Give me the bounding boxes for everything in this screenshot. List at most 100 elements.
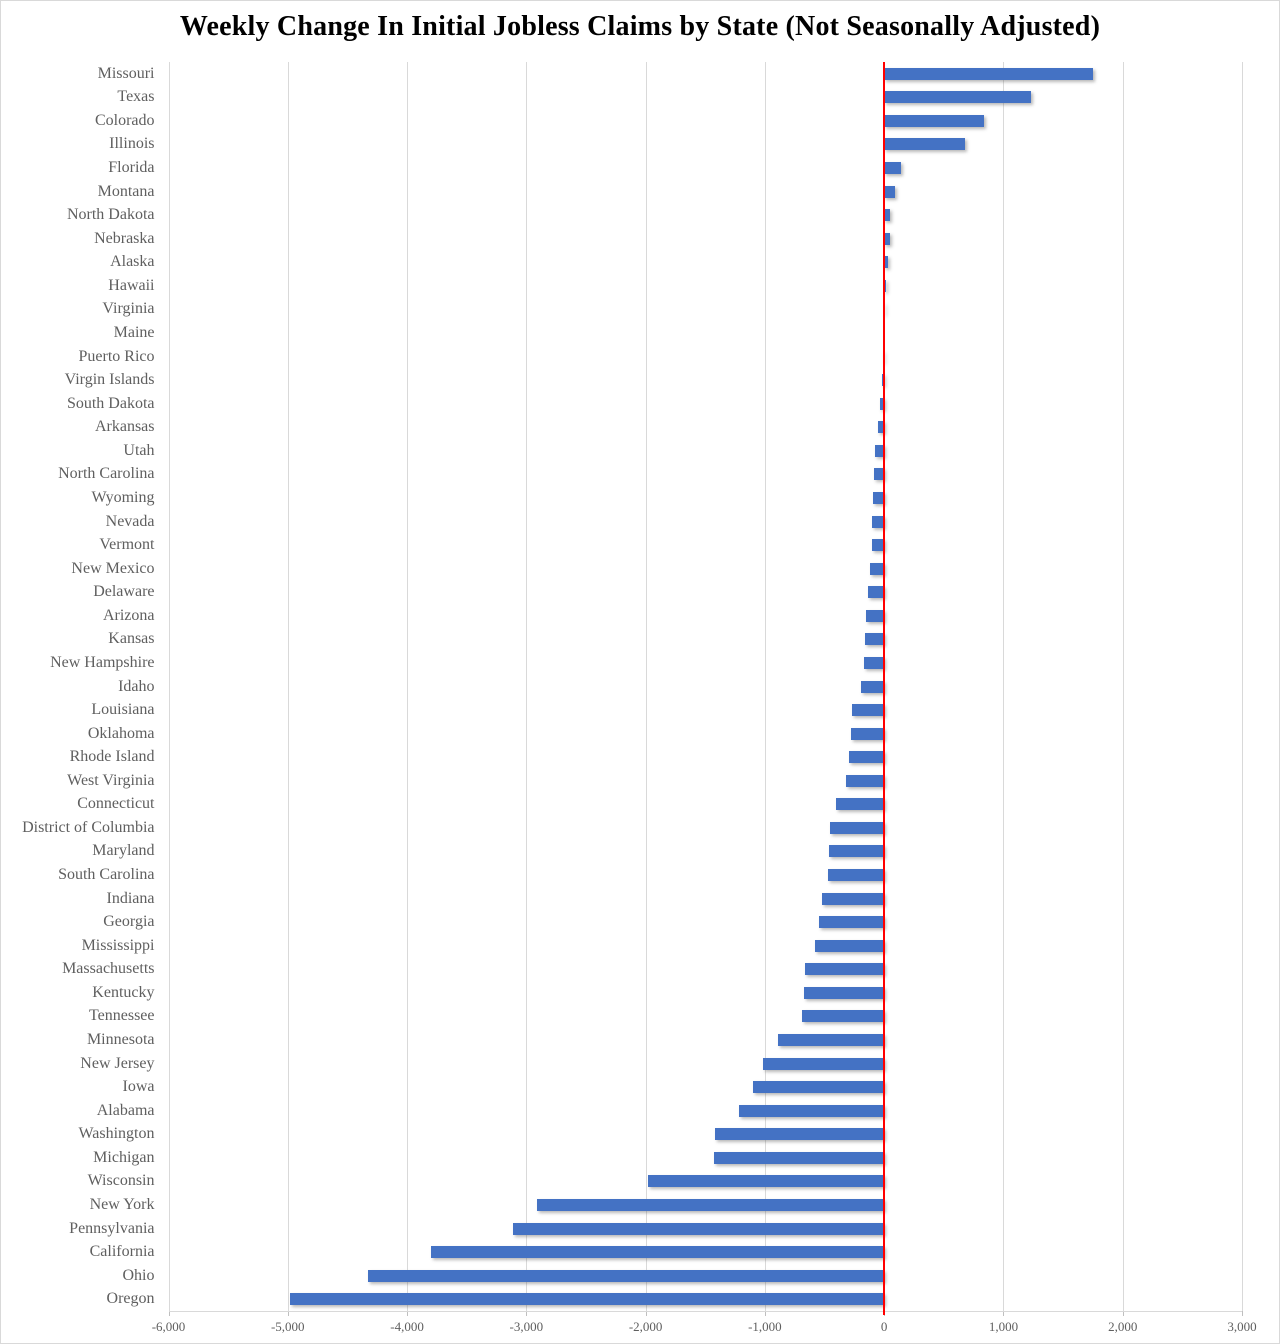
category-label: Missouri [97,64,155,82]
x-tick-label: -6,000 [151,1319,186,1334]
x-tick-label: -2,000 [628,1319,663,1334]
category-label: Maryland [92,842,155,860]
gridline [407,62,409,1311]
bar [778,1033,885,1046]
category-label: Hawaii [108,276,155,294]
bar [878,421,885,434]
axis-tick-mark [287,1311,289,1316]
bar [875,444,885,457]
category-label: Wisconsin [87,1172,155,1190]
category-label: New Jersey [80,1054,155,1072]
category-label: Montana [97,182,155,200]
category-label: Kansas [108,630,155,648]
bar [868,586,885,599]
category-label: Colorado [94,111,155,129]
bar [879,397,885,410]
category-label: Washington [78,1125,155,1143]
bar [836,798,885,811]
bar [884,185,895,198]
bar [884,67,1093,80]
bar [866,609,885,622]
bar [865,633,885,646]
x-tick-label: -3,000 [509,1319,544,1334]
axis-tick-mark [645,1311,647,1316]
gridline [168,62,170,1311]
gridline [764,62,766,1311]
gridline [1242,62,1243,1311]
gridline [1003,62,1005,1311]
category-label: Vermont [99,536,155,554]
axis-tick-mark [1122,1311,1124,1316]
category-label: Pennsylvania [69,1219,155,1237]
x-tick-label: -4,000 [390,1319,424,1334]
bar [822,892,885,905]
category-label: District of Columbia [22,818,155,836]
category-label: North Carolina [58,465,155,483]
category-label: North Dakota [66,206,155,224]
bar [802,1010,885,1023]
bar [884,256,888,269]
x-tick-label: 3,000 [1227,1319,1257,1334]
category-label: Ohio [122,1266,155,1284]
gridline [645,62,647,1311]
x-axis-line [168,1311,1242,1312]
category-label: Maine [113,324,155,341]
bar [738,1104,885,1117]
axis-tick-mark [407,1311,409,1316]
bar [430,1246,885,1259]
category-label: Utah [123,441,155,459]
category-label: West Virginia [67,771,155,789]
category-label: New Hampshire [50,653,155,671]
category-label: Iowa [122,1078,155,1096]
category-label: Louisiana [91,701,155,719]
category-label: Wyoming [91,488,155,506]
chart-title: Weekly Change In Initial Jobless Claims … [179,11,1101,42]
category-label: Arkansas [94,418,155,436]
category-label: Delaware [93,583,155,601]
bar [289,1293,885,1306]
category-label: Virginia [102,300,155,318]
bar [804,986,885,999]
bar [884,209,891,222]
gridline [287,62,289,1311]
category-label: Tennessee [88,1007,155,1025]
x-tick-label: -1,000 [748,1319,782,1334]
axis-tick-mark [764,1311,766,1316]
bar [713,1151,885,1164]
category-label: Connecticut [77,795,155,813]
x-tick-label: -5,000 [270,1319,305,1334]
bar [829,821,885,834]
bar [367,1269,885,1282]
axis-tick-mark [526,1311,528,1316]
category-label: Arizona [102,606,155,624]
bar [537,1198,885,1211]
bar [871,539,885,552]
category-label: Rhode Island [69,748,155,766]
bar [513,1222,885,1235]
bar [752,1081,885,1094]
category-label: New Mexico [71,559,155,577]
bar [814,939,885,952]
category-label: Illinois [109,135,155,153]
bar [714,1128,885,1141]
bar [828,869,885,882]
category-label: Massachusetts [62,960,155,978]
category-label: Indiana [106,889,155,907]
category-label: Mississippi [81,936,155,954]
bar [884,232,890,245]
category-label: Michigan [93,1148,155,1166]
bar [884,138,966,151]
category-label: California [89,1243,155,1261]
x-tick-label: 0 [880,1319,888,1334]
x-tick-label: 2,000 [1108,1319,1138,1334]
category-label: South Dakota [66,394,155,412]
category-label: New York [89,1195,155,1213]
axis-tick-mark [1242,1311,1243,1316]
bar [884,114,985,127]
bar [869,562,885,575]
category-label: Virgin Islands [64,371,155,389]
bar [884,162,902,175]
bar [805,963,885,976]
bar [829,845,885,858]
